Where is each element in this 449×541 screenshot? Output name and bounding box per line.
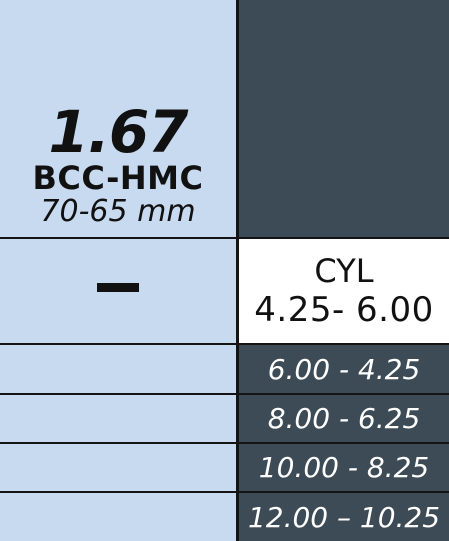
cyl-header-cell: CYL 4.25- 6.00 — [239, 239, 449, 343]
lens-index: 1.67 — [48, 98, 188, 166]
sph-range: 12.00 – 10.25 — [247, 500, 441, 534]
lens-diameter: 70-65 mm — [40, 194, 196, 229]
cyl-title: CYL — [314, 252, 374, 290]
table-row-left — [0, 345, 236, 393]
table-row-range: 8.00 - 6.25 — [239, 395, 449, 442]
column-divider — [236, 0, 239, 541]
sph-range: 6.00 - 4.25 — [267, 352, 421, 386]
table-row-left — [0, 493, 236, 541]
sph-range: 8.00 - 6.25 — [267, 402, 421, 435]
cyl-range: 4.25- 6.00 — [254, 290, 434, 330]
table-row-range: 12.00 – 10.25 — [239, 493, 449, 541]
sph-range: 10.00 - 8.25 — [258, 451, 430, 484]
row-divider — [0, 343, 449, 345]
row-divider — [0, 237, 449, 239]
header-blank-cell — [239, 0, 449, 237]
row-divider — [0, 491, 449, 493]
row-divider — [0, 393, 449, 395]
table-row-left — [0, 395, 236, 442]
table-row-range: 10.00 - 8.25 — [239, 444, 449, 491]
table-row-range: 6.00 - 4.25 — [239, 345, 449, 393]
sph-label-cell — [0, 239, 236, 343]
row-divider — [0, 442, 449, 444]
lens-coating: BCC-HMC — [32, 159, 204, 197]
lens-header-cell: 1.67 BCC-HMC 70-65 mm — [0, 0, 236, 237]
minus-sign-icon — [97, 282, 139, 292]
table-row-left — [0, 444, 236, 491]
